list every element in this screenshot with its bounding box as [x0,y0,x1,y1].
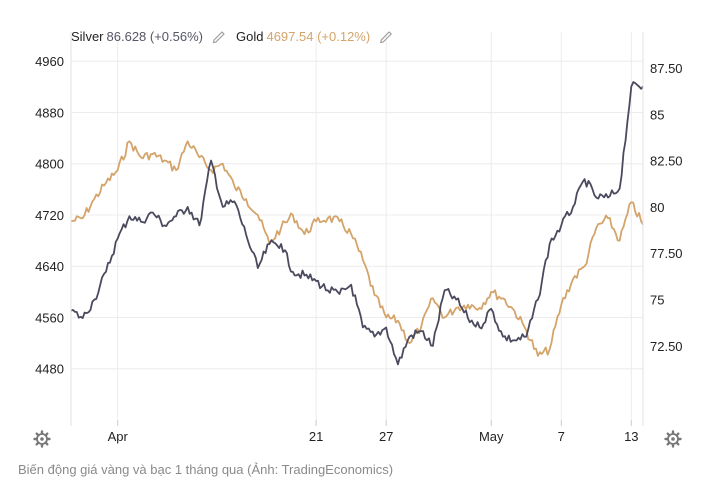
legend-value: 86.628 (+0.56%) [107,29,203,44]
axes: 4960 4880 4800 4720 4640 4560 4480 87.50 85 82.50… [35,32,683,444]
legend-name: Silver [71,29,104,44]
pencil-icon-shape [212,31,225,44]
x-tick-label: Apr [108,429,129,444]
legend: Silver 86.628 (+0.56%) Gold 4697.54 (+0.1… [71,29,392,44]
x-tick-label: 13 [624,429,638,444]
x-tick-label: 27 [379,429,393,444]
y-right-tick-label: 87.50 [650,61,683,76]
gear-icon [664,430,682,448]
y-left-tick-label: 4720 [35,208,64,223]
series-lines [70,81,644,366]
gear-hub [671,437,675,441]
x-tick-label: May [479,429,504,444]
pencil-icon [212,31,225,44]
y-right-tick-label: 80 [650,200,664,215]
y-right-tick-label: 75 [650,293,664,308]
pencil-icon-shape [379,31,392,44]
y-right-tick-label: 85 [650,107,664,122]
legend-item-gold: Gold 4697.54 (+0.12%) [236,29,392,44]
legend-item-silver: Silver 86.628 (+0.56%) [71,29,225,44]
chart-svg: 4960 4880 4800 4720 4640 4560 4480 87.50 85 82.50… [33,29,683,448]
y-right-tick-label: 82.50 [650,154,683,169]
pencil-icon [379,31,392,44]
y-left-tick-label: 4480 [35,362,64,377]
y-left-tick-label: 4880 [35,105,64,120]
x-tick-label: 7 [558,429,565,444]
y-left-tick-label: 4960 [35,54,64,69]
y-left-tick-label: 4800 [35,157,64,172]
y-right-tick-label: 72.50 [650,339,683,354]
settings-icon-left[interactable] [33,430,51,448]
legend-name: Gold [236,29,263,44]
y-right-tick-label: 77.50 [650,246,683,261]
legend-value: 4697.54 (+0.12%) [266,29,370,44]
price-chart: 4960 4880 4800 4720 4640 4560 4480 87.50 85 82.50… [33,29,683,448]
gear-icon [33,430,51,448]
settings-icon-right[interactable] [664,430,682,448]
caption: Biến động giá vàng và bạc 1 tháng qua (Ả… [18,462,394,477]
y-left-tick-label: 4640 [35,259,64,274]
y-left-tick-label: 4560 [35,310,64,325]
series-line-silver [70,81,644,366]
gear-hub [40,437,44,441]
series-line-gold [70,140,644,357]
x-tick-label: 21 [309,429,323,444]
grid [71,32,643,420]
